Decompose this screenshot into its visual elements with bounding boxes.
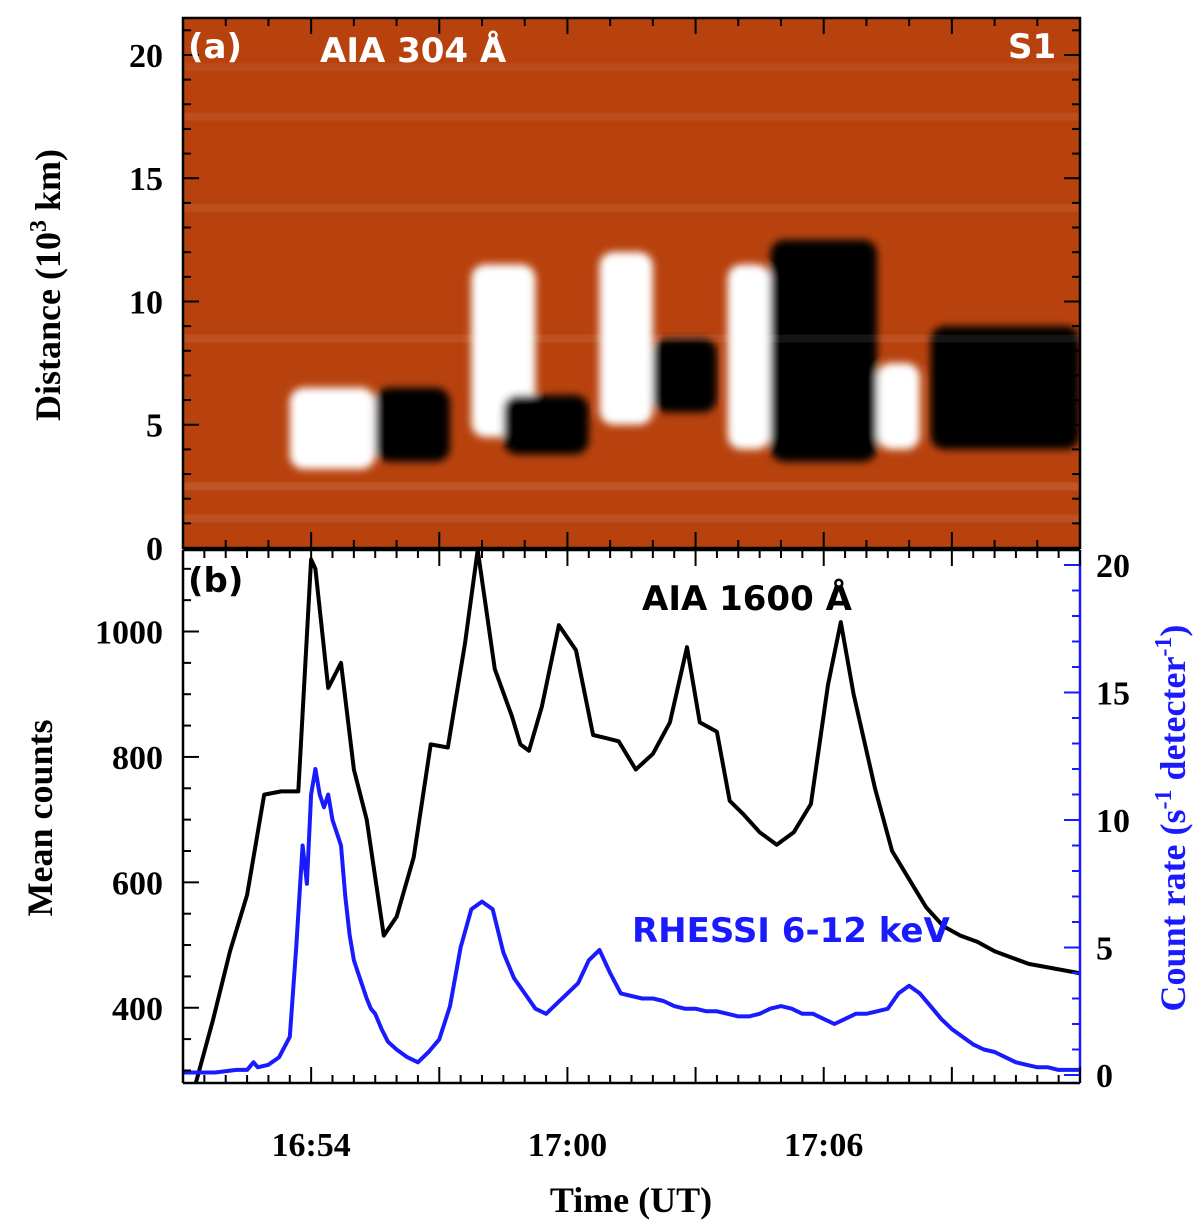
dark-feature-2 — [652, 338, 717, 413]
a-y-tick-label: 10 — [129, 284, 163, 321]
map-features — [289, 239, 1080, 470]
rhessi-curve — [183, 767, 1080, 1075]
b-left-tick-label: 600 — [112, 865, 163, 902]
map-streak-2 — [183, 203, 1080, 212]
panel-a-y-tick-labels: 0 5 10 15 20 — [129, 38, 163, 568]
dark-feature-1 — [503, 395, 589, 455]
b-right-tick-label: 20 — [1096, 548, 1130, 585]
a-y-tick-label: 15 — [129, 161, 163, 198]
aia-1600-label: AIA 1600 Å — [642, 578, 853, 619]
slit-label: S1 — [1008, 27, 1056, 67]
b-right-tick-label: 10 — [1096, 803, 1130, 840]
left-tick-labels: 400 600 800 1000 — [95, 615, 163, 1028]
aia-1600-curve — [193, 550, 1080, 1083]
panel-b-label: (b) — [188, 561, 243, 601]
bright-feature-2 — [599, 252, 653, 425]
bright-feature-3 — [727, 264, 771, 450]
b-right-tick-label: 0 — [1096, 1058, 1113, 1095]
panel-a-label: (a) — [188, 27, 242, 67]
a-y-tick-label: 0 — [146, 531, 163, 568]
map-streak-5 — [183, 514, 1080, 523]
x-tick-label: 17:06 — [784, 1127, 863, 1164]
b-right-tick-label: 15 — [1096, 676, 1130, 713]
x-axis-title: Time (UT) — [550, 1180, 712, 1220]
panel-a: 0 5 10 15 20 (a) AIA 304 Å S1 Distance (103 … — [26, 16, 1082, 568]
panel-a-ylabel: Distance (103 km) — [26, 149, 68, 421]
panel-a-ticks — [182, 18, 1081, 549]
map-streak-4 — [183, 63, 1080, 72]
panel-b-ticks — [182, 550, 1081, 1083]
rhessi-label: RHESSI 6-12 keV — [632, 911, 950, 951]
bright-feature-4 — [877, 363, 920, 450]
right-tick-labels: 0 5 10 15 20 — [1096, 548, 1130, 1095]
b-left-tick-label: 1000 — [95, 615, 163, 652]
dark-feature-3 — [770, 239, 878, 462]
panel-b-left-ylabel: Mean counts — [20, 720, 60, 917]
map-streak-3 — [183, 112, 1080, 121]
b-right-tick-label: 5 — [1096, 931, 1113, 968]
panel-a-title: AIA 304 Å — [320, 30, 507, 71]
panel-b: 400 600 800 1000 0 5 10 15 20 16:54 17:00 17:06 (… — [20, 548, 1193, 1220]
bright-feature-1 — [471, 264, 536, 438]
b-left-tick-label: 800 — [112, 740, 163, 777]
b-left-tick-label: 400 — [112, 991, 163, 1028]
x-tick-labels: 16:54 17:00 17:06 — [271, 1127, 863, 1164]
a-y-tick-label: 5 — [146, 408, 163, 445]
map-streaks — [183, 63, 1080, 523]
panel-b-right-ylabel: Count rate (s-1 detecter-1) — [1151, 625, 1193, 1012]
x-tick-label: 17:00 — [528, 1127, 607, 1164]
time-distance-map — [183, 18, 1080, 548]
dark-feature-4 — [930, 326, 1080, 450]
a-y-tick-label: 20 — [129, 38, 163, 75]
map-streak-0 — [183, 482, 1080, 491]
x-tick-label: 16:54 — [271, 1127, 350, 1164]
dark-feature-0 — [375, 387, 450, 462]
light-curves — [183, 550, 1080, 1083]
map-streak-1 — [183, 334, 1080, 343]
bright-feature-0 — [289, 387, 376, 470]
panel-a-frame — [181, 16, 1082, 550]
